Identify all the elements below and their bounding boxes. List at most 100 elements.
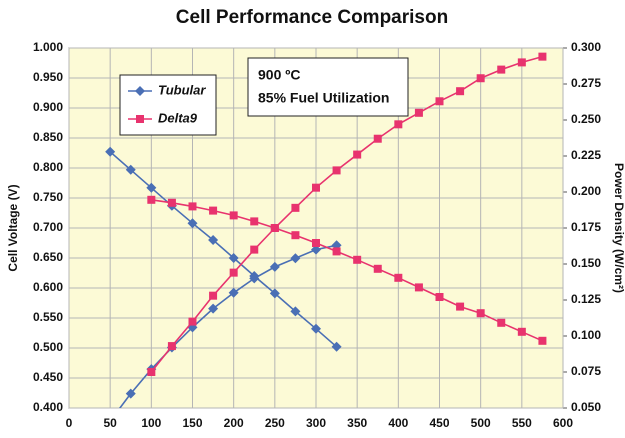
marker (476, 74, 485, 83)
y-tick-label: 0.600 (33, 280, 63, 294)
grid: 0.400 0.450 0.500 0.550 0.600 0.650 0.700 0.750… (33, 40, 601, 430)
y-tick-label: 0.950 (33, 70, 63, 84)
marker (476, 309, 485, 318)
annotation: 85% Fuel Utilization (258, 90, 389, 106)
marker (125, 388, 136, 399)
marker (456, 302, 465, 311)
marker (312, 183, 320, 192)
marker (229, 211, 238, 220)
y-tick-label: 0.450 (33, 370, 63, 384)
x-tick-label: 400 (388, 416, 408, 430)
y-tick-label: 1.000 (33, 40, 63, 54)
x-tick-label: 550 (512, 416, 532, 430)
marker (353, 255, 362, 264)
marker (373, 264, 382, 273)
x-tick-label: 50 (103, 416, 117, 430)
y2-tick-label: 0.200 (571, 184, 601, 198)
marker (209, 206, 218, 215)
marker (353, 150, 362, 159)
x-tick-label: 150 (182, 416, 202, 430)
marker (291, 231, 300, 240)
marker (497, 318, 506, 327)
x-tick-label: 100 (141, 416, 161, 430)
marker (105, 146, 116, 157)
legend-marker (136, 115, 144, 123)
marker (312, 239, 320, 247)
marker (167, 342, 176, 351)
legend-entries: Tubular Delta9 (128, 82, 206, 125)
marker (228, 253, 239, 263)
y-tick-label: 0.800 (33, 160, 63, 174)
marker (332, 247, 341, 256)
marker (125, 164, 136, 175)
y-tick-label: 0.700 (33, 220, 63, 234)
x-tick-label: 600 (553, 416, 573, 430)
marker (187, 218, 198, 229)
marker (228, 287, 239, 298)
annotation: 900 ºC (258, 67, 300, 83)
marker (435, 97, 444, 106)
marker (394, 120, 403, 129)
marker (291, 203, 300, 212)
y-tick-label: 0.500 (33, 340, 63, 354)
marker (394, 273, 403, 282)
marker (414, 108, 423, 117)
series-line (109, 151, 338, 348)
x-tick-label: 500 (471, 416, 491, 430)
chart-title: Cell Performance Comparison (176, 7, 448, 28)
y2-tick-label: 0.275 (571, 76, 601, 90)
legend-label: Tubular (158, 82, 206, 97)
marker (332, 166, 341, 175)
series-layer (105, 52, 547, 408)
y-tick-label: 0.550 (33, 310, 63, 324)
x-tick-label: 300 (306, 416, 326, 430)
marker (269, 261, 280, 272)
x-tick-label: 250 (265, 416, 285, 430)
marker (538, 336, 547, 345)
legend-marker (135, 86, 145, 96)
y-axis-title: Cell Voltage (V) (6, 184, 20, 271)
marker (146, 182, 157, 193)
y2-tick-label: 0.175 (571, 220, 601, 234)
y2-tick-label: 0.075 (571, 364, 601, 378)
y2-tick-label: 0.225 (571, 148, 601, 162)
marker (290, 253, 301, 264)
x-tick-label: 350 (347, 416, 367, 430)
marker (497, 65, 506, 74)
marker (269, 288, 280, 299)
marker (188, 202, 197, 211)
marker (250, 217, 259, 226)
annotation-box (247, 57, 409, 117)
marker (373, 134, 382, 143)
y2-tick-label: 0.300 (571, 40, 601, 54)
marker (311, 323, 321, 334)
marker (208, 235, 219, 245)
marker (331, 341, 342, 352)
y-tick-label: 0.850 (33, 130, 63, 144)
y-tick-label: 0.650 (33, 250, 63, 264)
x-tick-label: 0 (66, 416, 73, 430)
marker (517, 58, 526, 67)
y2-axis-title: Power Density (W/cm²) (612, 163, 625, 293)
y2-tick-label: 0.250 (571, 112, 601, 126)
marker (435, 293, 444, 301)
marker (270, 224, 279, 232)
x-tick-label: 200 (224, 416, 244, 430)
marker (311, 244, 321, 255)
marker (147, 368, 156, 376)
y-tick-label: 0.400 (33, 400, 63, 414)
marker (290, 306, 301, 317)
marker (208, 303, 219, 314)
x-tick-label: 450 (429, 416, 449, 430)
legend (119, 74, 217, 136)
marker (167, 198, 176, 207)
y2-tick-label: 0.125 (571, 292, 601, 306)
marker (250, 245, 259, 254)
y2-tick-label: 0.050 (571, 400, 601, 414)
marker (188, 317, 197, 326)
marker (249, 273, 260, 284)
marker (147, 195, 156, 204)
y-tick-label: 0.900 (33, 100, 63, 114)
marker (209, 291, 218, 300)
y2-tick-label: 0.150 (571, 256, 601, 270)
